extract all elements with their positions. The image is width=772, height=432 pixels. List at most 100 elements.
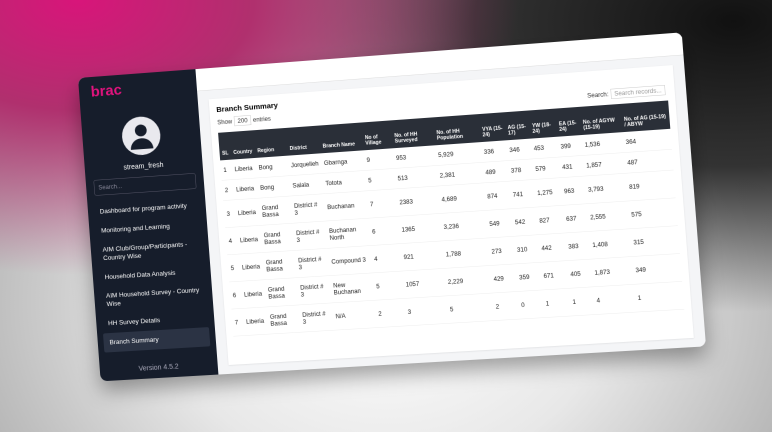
table-cell: 1,788 xyxy=(442,237,491,269)
table-cell: 315 xyxy=(629,225,680,257)
table-cell: 819 xyxy=(625,170,676,202)
table-cell: 2383 xyxy=(395,185,441,217)
table-cell: 4 xyxy=(592,284,637,315)
table-cell: 442 xyxy=(537,232,567,263)
table-cell: Bong xyxy=(256,175,291,199)
column-header[interactable]: Country xyxy=(229,130,256,160)
table-cell: District # 3 xyxy=(296,275,333,305)
table-cell: Compound 3 xyxy=(327,245,373,276)
table-cell: 399 xyxy=(557,135,583,158)
table-cell: 963 xyxy=(560,176,587,206)
table-cell: 5 xyxy=(372,271,405,301)
app-window: brac stream_fresh Search... Dashboard fo… xyxy=(78,32,707,382)
table-cell: 310 xyxy=(513,234,540,264)
table-cell: N/A xyxy=(332,300,377,331)
search-label: Search: xyxy=(586,90,609,100)
length-control: Show 200 entries xyxy=(217,115,272,127)
table-cell: 1,873 xyxy=(590,256,635,287)
table-cell: 273 xyxy=(487,236,516,266)
table-cell: 405 xyxy=(566,259,593,289)
table-cell: Liberia xyxy=(232,177,259,200)
column-header[interactable]: No. of HH Surveyed xyxy=(390,117,435,149)
column-header[interactable]: No. of AG (15-19) / ABYW xyxy=(620,100,671,133)
column-header[interactable]: No. of AGYW (15-19) xyxy=(579,103,623,136)
table-cell: 542 xyxy=(511,207,538,237)
table-cell: Liberia xyxy=(240,279,267,309)
table-cell: 359 xyxy=(515,262,543,292)
sidebar: brac stream_fresh Search... Dashboard fo… xyxy=(78,69,219,382)
table-cell: 1 xyxy=(542,288,572,318)
table-cell: 7 xyxy=(366,188,398,219)
table-cell: 549 xyxy=(485,208,514,238)
table-cell: Liberia xyxy=(234,198,261,227)
table-cell: Grand Bassa xyxy=(260,223,295,253)
show-label: Show xyxy=(217,117,233,126)
table-cell: 2 xyxy=(374,298,407,328)
entries-label: entries xyxy=(252,115,272,124)
search-input[interactable]: Search records... xyxy=(610,84,666,100)
table-cell: 9 xyxy=(363,148,395,171)
table-cell: 3,236 xyxy=(440,210,488,241)
main: Branch Summary Show 200 entries Search: Sea… xyxy=(195,32,707,375)
table-cell: Grand Bassa xyxy=(266,304,302,335)
table-cell: 378 xyxy=(507,158,534,182)
table-cell: 1,275 xyxy=(533,177,563,208)
user-name: stream_fresh xyxy=(123,160,164,172)
table-cell: 827 xyxy=(535,205,565,235)
column-header[interactable]: EA (15-24) xyxy=(555,106,582,137)
column-header[interactable]: Branch Name xyxy=(318,122,364,154)
table-cell: Liberia xyxy=(242,306,269,336)
brand[interactable]: brac xyxy=(90,81,123,101)
avatar[interactable] xyxy=(120,115,162,157)
table-cell: 1,857 xyxy=(582,152,626,177)
column-header[interactable]: No. of HH Population xyxy=(432,114,481,146)
table-cell: 5 xyxy=(364,168,396,191)
column-header[interactable]: YW (18-24) xyxy=(528,108,558,139)
table-cell: 489 xyxy=(482,160,510,183)
table-cell: Jorquelleh xyxy=(287,153,323,176)
table-cell: 575 xyxy=(627,197,678,229)
table-cell: 2,229 xyxy=(444,265,493,296)
table-cell: Buchanan North xyxy=(325,218,371,249)
search-control: Search: Search records... xyxy=(586,84,668,100)
column-header[interactable]: AG (15-17) xyxy=(503,110,531,141)
table-cell: 1,408 xyxy=(588,228,632,260)
table-cell: 4,689 xyxy=(438,182,486,214)
version: Version 4.5.2 xyxy=(138,362,179,373)
table-cell: 0 xyxy=(517,289,545,320)
column-header[interactable]: VYA (15-24) xyxy=(478,112,507,143)
table-cell: 579 xyxy=(531,157,561,180)
table-cell: Bong xyxy=(255,155,290,178)
table-cell: New Buchanan xyxy=(329,272,375,303)
table-cell: 336 xyxy=(480,140,508,163)
column-header[interactable]: District xyxy=(285,125,321,156)
table-cell: 4 xyxy=(370,243,403,273)
table-cell: 921 xyxy=(400,240,445,272)
sidebar-search[interactable]: Search... xyxy=(93,173,197,196)
table-cell: 1 xyxy=(634,281,685,313)
table-cell: 1 xyxy=(568,286,596,316)
table-cell: 741 xyxy=(509,179,536,209)
column-header[interactable]: No of Village xyxy=(361,120,393,151)
table-cell: 2 xyxy=(492,291,520,321)
table-cell: District # 3 xyxy=(292,221,328,251)
card: Branch Summary Show 200 entries Search: Sea… xyxy=(208,65,694,366)
table-cell: 671 xyxy=(539,260,569,290)
table-cell: Grand Bassa xyxy=(264,277,299,307)
table-cell: 1057 xyxy=(402,268,447,299)
table-cell: 3 xyxy=(404,295,449,326)
table-cell: 453 xyxy=(530,136,559,159)
table-cell: 874 xyxy=(483,181,512,211)
table-cell: Grand Bassa xyxy=(258,195,293,226)
table-cell: 637 xyxy=(562,203,589,233)
table-cell: 349 xyxy=(631,253,683,285)
table-cell: Liberia xyxy=(238,252,265,282)
column-header[interactable]: Region xyxy=(253,127,288,158)
page-length[interactable]: 200 xyxy=(233,115,252,127)
table-cell: 383 xyxy=(564,231,591,261)
table-cell: Salala xyxy=(289,173,324,196)
table-cell: District # 3 xyxy=(290,193,326,224)
table-cell: Liberia xyxy=(236,225,263,255)
table-cell: 429 xyxy=(490,263,518,294)
